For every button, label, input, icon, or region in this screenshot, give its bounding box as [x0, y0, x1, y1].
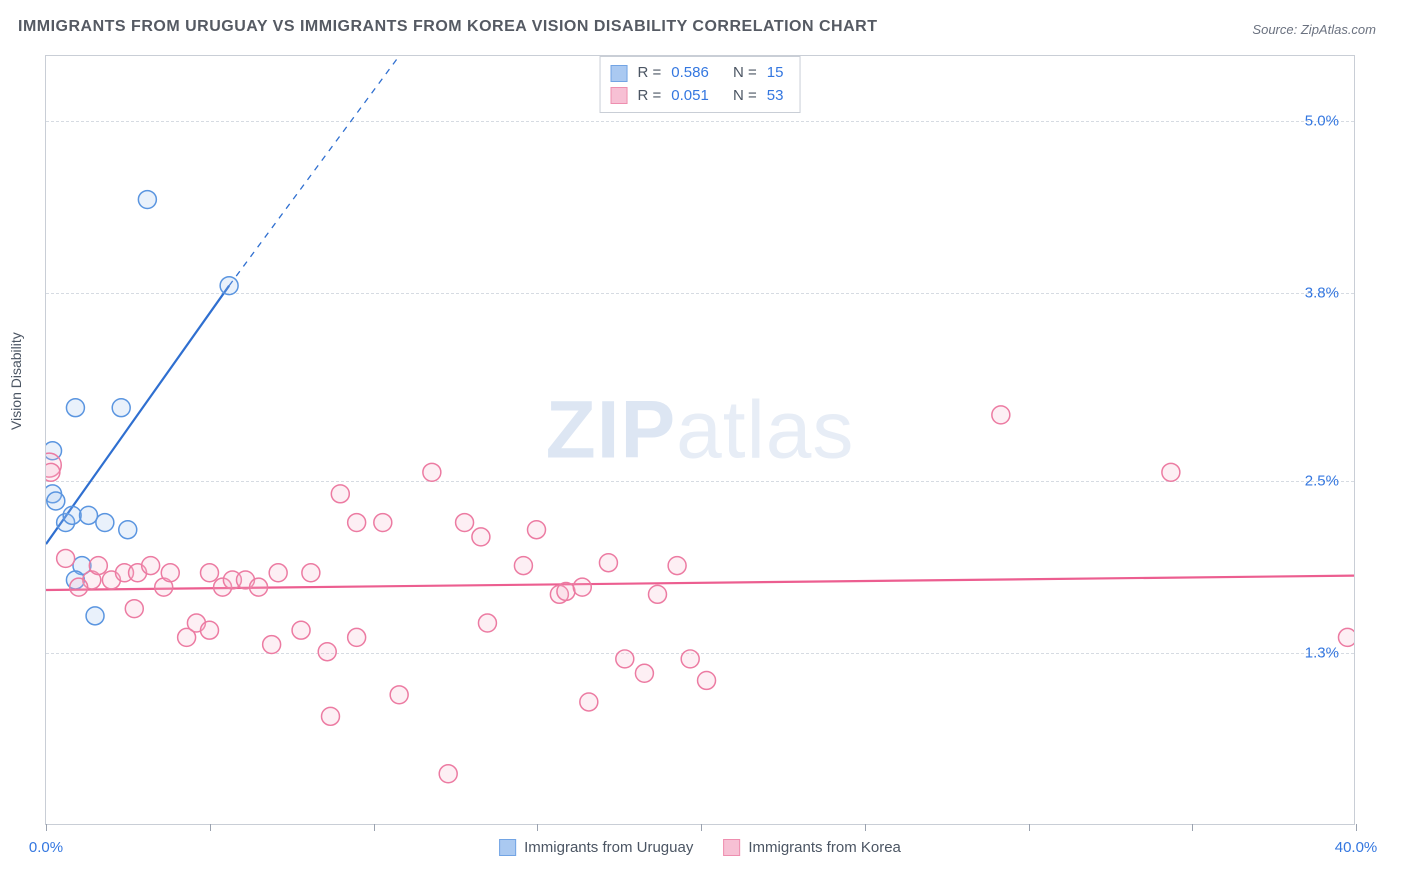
watermark-zip: ZIP	[546, 385, 677, 476]
y-tick-label: 1.3%	[1305, 645, 1339, 662]
legend-item-korea: Immigrants from Korea	[723, 839, 901, 856]
scatter-layer	[46, 56, 1354, 824]
source-value: ZipAtlas.com	[1301, 22, 1376, 37]
legend-swatch-uruguay	[499, 839, 516, 856]
legend-item-uruguay: Immigrants from Uruguay	[499, 839, 693, 856]
y-tick-label: 2.5%	[1305, 472, 1339, 489]
x-tick-label: 0.0%	[29, 839, 63, 856]
n-label: N =	[733, 85, 757, 108]
stats-row-uruguay: R = 0.586 N = 15	[611, 62, 784, 85]
swatch-uruguay	[611, 65, 628, 82]
x-tick-label: 40.0%	[1335, 839, 1378, 856]
n-label: N =	[733, 62, 757, 85]
stats-row-korea: R = 0.051 N = 53	[611, 85, 784, 108]
r-label: R =	[638, 62, 662, 85]
r-value-uruguay: 0.586	[671, 62, 709, 85]
source-label: Source:	[1252, 22, 1297, 37]
legend-bottom: Immigrants from Uruguay Immigrants from …	[499, 839, 901, 856]
y-tick-label: 5.0%	[1305, 112, 1339, 129]
stats-box: R = 0.586 N = 15 R = 0.051 N = 53	[600, 56, 801, 113]
chart-plot-area: ZIPatlas 1.3%2.5%3.8%5.0% 0.0%40.0% R = …	[45, 55, 1355, 825]
swatch-korea	[611, 87, 628, 104]
r-value-korea: 0.051	[671, 85, 709, 108]
legend-label-korea: Immigrants from Korea	[748, 839, 901, 856]
watermark-atlas: atlas	[676, 385, 854, 476]
watermark: ZIPatlas	[546, 384, 855, 478]
chart-title: IMMIGRANTS FROM URUGUAY VS IMMIGRANTS FR…	[18, 18, 878, 36]
legend-swatch-korea	[723, 839, 740, 856]
n-value-uruguay: 15	[767, 62, 784, 85]
source-attribution: Source: ZipAtlas.com	[1252, 22, 1376, 37]
y-axis-label: Vision Disability	[8, 332, 24, 430]
r-label: R =	[638, 85, 662, 108]
n-value-korea: 53	[767, 85, 784, 108]
legend-label-uruguay: Immigrants from Uruguay	[524, 839, 693, 856]
y-tick-label: 3.8%	[1305, 285, 1339, 302]
